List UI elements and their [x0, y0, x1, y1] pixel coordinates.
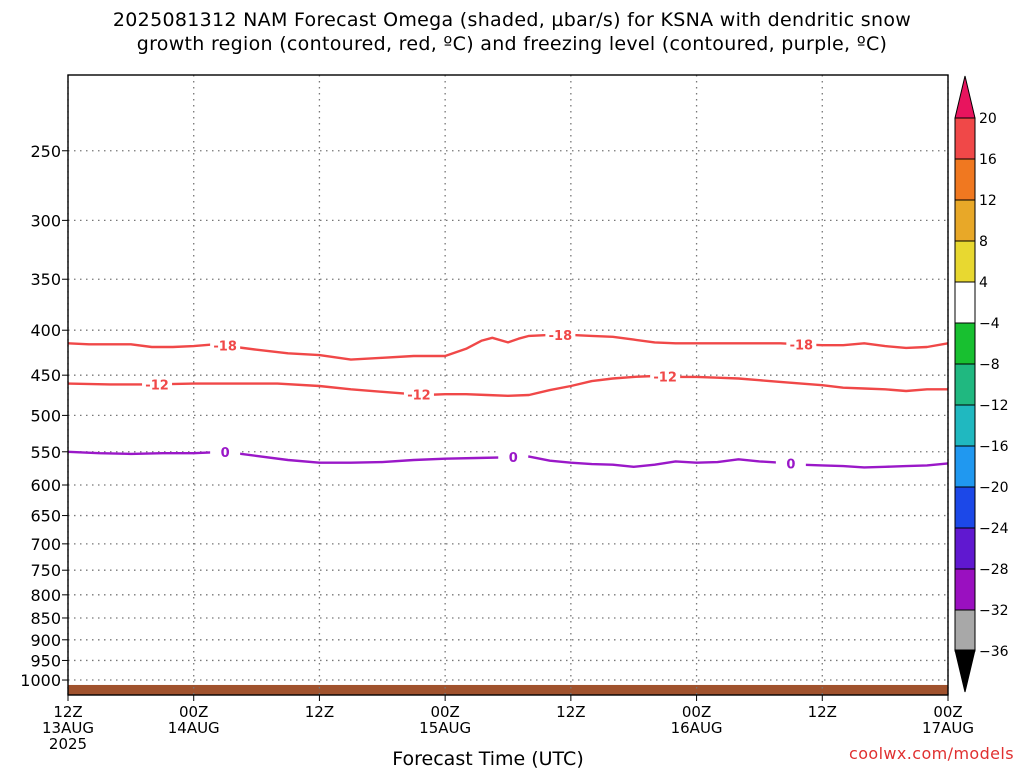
y-tick-label: 600 [30, 476, 61, 495]
contour-label-bg [210, 337, 241, 354]
contour-label-bg [498, 449, 529, 466]
colorbar-level-label: 4 [979, 275, 988, 291]
y-tick-label: 900 [30, 631, 61, 650]
y-tick-label: 700 [30, 535, 61, 554]
y-tick-label: 850 [30, 609, 61, 628]
contour-label-bg [210, 443, 241, 460]
contour-label-2-2: 0 [786, 458, 795, 473]
colorbar-swatch [954, 609, 976, 652]
contour-label-2-0: 0 [221, 446, 230, 461]
colorbar-level-label: −36 [979, 644, 1009, 660]
x-tick-label: 12Z [808, 703, 837, 721]
x-tick-label: 17AUG [922, 719, 974, 737]
contour-line-2 [67, 450, 949, 469]
colorbar-swatch [954, 117, 976, 160]
colorbar-level-label: −28 [979, 562, 1009, 578]
y-tick-label: 300 [30, 211, 61, 230]
colorbar-level-label: −8 [979, 357, 1000, 373]
chart-title-line-1: 2025081312 NAM Forecast Omega (shaded, µ… [112, 9, 912, 31]
colorbar-swatch [954, 240, 976, 283]
colorbar-bottom-arrow [954, 649, 976, 693]
colorbar-level-label: 8 [979, 234, 988, 250]
colorbar-level-label: −24 [979, 521, 1009, 537]
y-tick-label: 550 [30, 443, 61, 462]
colorbar-swatch [954, 158, 976, 201]
y-tick-label: 750 [30, 561, 61, 580]
contour-label-bg [650, 368, 681, 385]
x-tick-label: 13AUG [42, 719, 94, 737]
site-credit: coolwx.com/models [849, 744, 1014, 763]
colorbar-swatch [954, 199, 976, 242]
colorbar-level-label: −4 [979, 316, 1000, 332]
colorbar-swatch [954, 486, 976, 529]
contour-label-0-1: -18 [549, 329, 573, 344]
x-tick-label: 00Z [682, 703, 711, 721]
colorbar-swatch [954, 527, 976, 570]
contour-label-2-1: 0 [509, 451, 518, 466]
x-tick-label: 00Z [933, 703, 962, 721]
contour-label-1-2: -12 [653, 370, 677, 385]
y-tick-label: 1000 [20, 671, 61, 690]
y-tick-label: 400 [30, 321, 61, 340]
contour-label-bg [775, 455, 806, 472]
x-tick-label: 00Z [430, 703, 459, 721]
colorbar-level-label: −12 [979, 398, 1009, 414]
colorbar-level-label: −20 [979, 480, 1009, 496]
contour-label-bg [786, 336, 817, 353]
colorbar-level-label: 12 [979, 193, 997, 209]
contour-label-bg [142, 376, 173, 393]
contour-label-bg [403, 386, 434, 403]
chart-title-line-2: growth region (contoured, red, ºC) and f… [136, 33, 888, 55]
contour-label-1-0: -12 [145, 378, 169, 393]
contour-line-1 [67, 374, 948, 397]
y-tick-label: 650 [30, 507, 61, 526]
surface-band [68, 684, 948, 695]
y-tick-label: 950 [30, 651, 61, 670]
colorbar-swatch [954, 281, 976, 324]
x-tick-label: 14AUG [168, 719, 220, 737]
x-tick-label: 15AUG [419, 719, 471, 737]
colorbar-swatch [954, 322, 976, 365]
contour-label-bg [545, 326, 576, 343]
colorbar-level-label: 20 [979, 111, 997, 127]
x-axis-title: Forecast Time (UTC) [392, 748, 583, 768]
plot-border [67, 74, 949, 696]
colorbar-level-label: −32 [979, 603, 1009, 619]
contour-label-0-0: -18 [213, 340, 237, 355]
y-tick-label: 350 [30, 270, 61, 289]
chart-title: 2025081312 NAM Forecast Omega (shaded, µ… [0, 8, 1024, 56]
colorbar-top-arrow [954, 75, 976, 119]
x-tick-label: 2025 [49, 735, 87, 753]
contour-label-0-2: -18 [790, 338, 814, 353]
y-tick-label: 500 [30, 406, 61, 425]
x-tick-label: 12Z [556, 703, 585, 721]
colorbar-swatch [954, 445, 976, 488]
colorbar-swatch [954, 363, 976, 406]
contour-label-1-1: -12 [407, 389, 431, 404]
colorbar-swatch [954, 404, 976, 447]
y-tick-label: 800 [30, 586, 61, 605]
x-tick-label: 12Z [53, 703, 82, 721]
y-tick-label: 450 [30, 366, 61, 385]
colorbar-level-label: −16 [979, 439, 1009, 455]
y-tick-label: 250 [30, 142, 61, 161]
x-tick-label: 00Z [179, 703, 208, 721]
colorbar-level-label: 16 [979, 152, 997, 168]
x-tick-label: 16AUG [671, 719, 723, 737]
colorbar-swatch [954, 568, 976, 611]
x-tick-label: 12Z [305, 703, 334, 721]
